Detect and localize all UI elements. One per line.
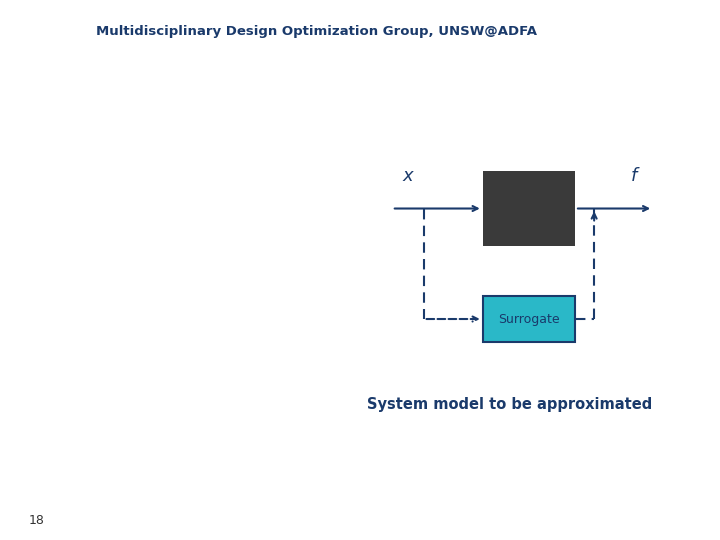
Text: f: f	[631, 167, 637, 185]
Text: Multidisciplinary Design Optimization Group, UNSW@ADFA: Multidisciplinary Design Optimization Gr…	[96, 24, 536, 38]
Bar	[482, 171, 575, 246]
Text: Surrogate Modeling and Management: Surrogate Modeling and Management	[89, 78, 457, 97]
Text: System model to be approximated: System model to be approximated	[367, 396, 652, 411]
Text: Surrogate: Surrogate	[498, 313, 559, 326]
Bar	[482, 295, 575, 342]
Text: 18: 18	[29, 514, 45, 526]
Text: x: x	[402, 167, 413, 185]
